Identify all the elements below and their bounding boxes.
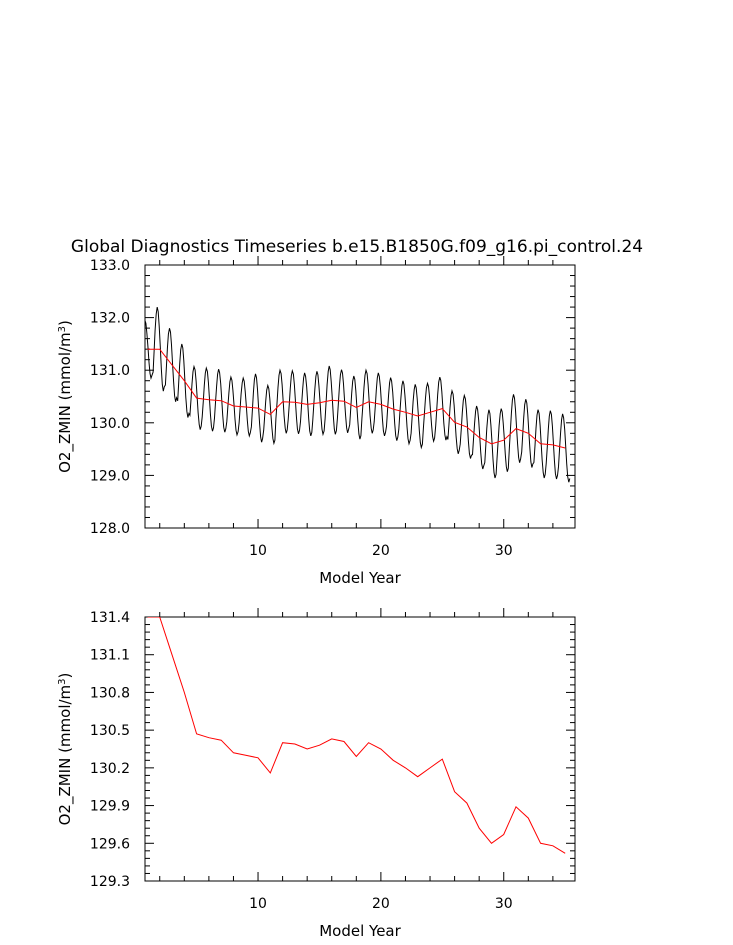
y-tick-label: 130.5 — [90, 723, 130, 739]
y-tick-label: 129.9 — [90, 799, 130, 815]
y-tick-label: 130.0 — [90, 416, 130, 432]
x-axis-label: Model Year — [319, 922, 401, 940]
y-axis-label-main: O2_ZMIN (mmol/m — [56, 332, 75, 473]
figure: Global Diagnostics Timeseries b.e15.B185… — [0, 0, 733, 945]
y-tick-label: 133.0 — [90, 258, 130, 274]
bottom-annual-mean-panel: 129.3 129.6 129.9 130.2 130.5 130.8 131.1 131.4… — [56, 608, 575, 940]
x-tick-label: 10 — [249, 543, 267, 559]
y-tick-label: 128.0 — [90, 521, 130, 537]
x-tick-label: 30 — [495, 543, 513, 559]
y-tick-label: 129.6 — [90, 836, 130, 852]
top-timeseries-panel: 128.0 129.0 130.0 131.0 132.0 133.0 10 20 30 Mode… — [56, 256, 575, 587]
figure-title: Global Diagnostics Timeseries b.e15.B185… — [71, 237, 643, 257]
x-tick-label: 30 — [495, 896, 513, 912]
x-tick-label: 20 — [372, 543, 390, 559]
y-axis-label-close: ) — [56, 320, 74, 326]
y-tick-label: 130.8 — [90, 685, 130, 701]
y-axis-label: O2_ZMIN (mmol/m3) — [56, 320, 75, 473]
y-tick-label: 132.0 — [90, 311, 130, 327]
y-tick-label: 131.1 — [90, 648, 130, 664]
y-axis-label-main: O2_ZMIN (mmol/m — [56, 685, 75, 826]
y-tick-label: 129.3 — [90, 874, 130, 890]
x-axis-label: Model Year — [319, 569, 401, 587]
series-monthly-line — [141, 307, 570, 482]
plot-frame — [145, 617, 575, 881]
y-tick-label: 130.2 — [90, 761, 130, 777]
data-layer — [148, 617, 566, 853]
y-tick-label: 129.0 — [90, 468, 130, 484]
y-tick-label: 131.4 — [90, 610, 130, 626]
y-axis-label: O2_ZMIN (mmol/m3) — [56, 673, 75, 826]
y-axis-label-close: ) — [56, 673, 74, 679]
y-tick-label: 131.0 — [90, 363, 130, 379]
x-tick-label: 20 — [372, 896, 390, 912]
x-tick-label: 10 — [249, 896, 267, 912]
series-annual-line — [148, 617, 566, 853]
data-layer — [141, 307, 570, 482]
